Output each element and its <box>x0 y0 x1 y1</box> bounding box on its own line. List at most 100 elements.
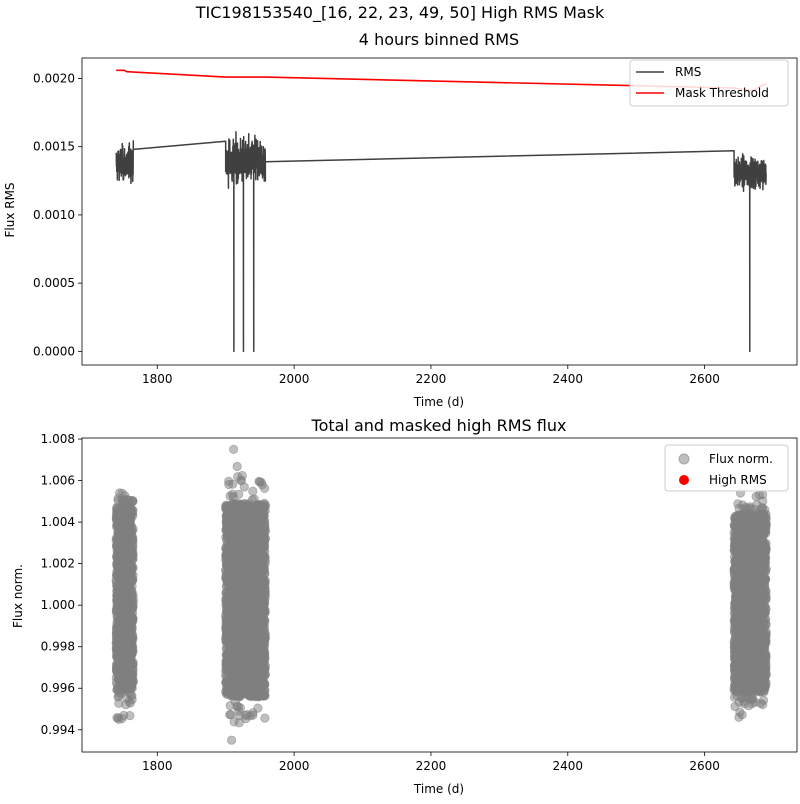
flux-point <box>239 634 247 642</box>
flux-point <box>258 555 266 563</box>
flux-point <box>222 666 230 674</box>
flux-point <box>247 691 255 699</box>
flux-point <box>226 520 234 528</box>
flux-point <box>224 550 232 558</box>
rms-panel-title: 4 hours binned RMS <box>359 30 519 49</box>
figure-suptitle: TIC198153540_[16, 22, 23, 49, 50] High R… <box>195 3 605 23</box>
flux-point <box>117 552 125 560</box>
rms-ytick-label: 0.0010 <box>33 208 75 222</box>
flux-point <box>126 711 134 719</box>
flux-point <box>224 570 232 578</box>
flux-point <box>233 568 241 576</box>
flux-point <box>229 493 237 501</box>
flux-point <box>127 612 135 620</box>
flux-cluster <box>112 489 137 724</box>
rms-ylabel: Flux RMS <box>3 182 17 237</box>
rms-xlabel: Time (d) <box>413 395 464 409</box>
flux-point <box>225 615 233 623</box>
flux-point <box>230 668 238 676</box>
flux-point <box>123 541 131 549</box>
flux-point <box>229 445 237 453</box>
flux-point <box>238 514 246 522</box>
flux-point <box>234 473 242 481</box>
flux-point <box>259 537 267 545</box>
flux-point <box>222 636 230 644</box>
rms-ytick-label: 0.0015 <box>33 140 75 154</box>
flux-point <box>226 681 234 689</box>
flux-point <box>228 586 236 594</box>
flux-point <box>243 568 251 576</box>
flux-point <box>125 677 133 685</box>
flux-point <box>254 704 262 712</box>
flux-point <box>261 686 269 694</box>
flux-point <box>129 595 137 603</box>
flux-point <box>227 736 235 744</box>
rms-legend-label-rms: RMS <box>675 65 701 79</box>
flux-point <box>123 694 131 702</box>
flux-point <box>119 663 127 671</box>
flux-point <box>248 496 256 504</box>
rms-xtick-label: 1800 <box>142 372 173 386</box>
flux-point <box>229 540 237 548</box>
flux-point <box>251 626 259 634</box>
flux-point <box>126 580 134 588</box>
flux-point <box>233 602 241 610</box>
flux-point <box>115 489 123 497</box>
flux-point <box>251 635 259 643</box>
flux-panel-title: Total and masked high RMS flux <box>311 416 567 435</box>
flux-point <box>258 481 266 489</box>
rms-legend: RMS Mask Threshold <box>630 60 788 106</box>
flux-point <box>127 550 135 558</box>
flux-point <box>124 629 132 637</box>
rms-legend-label-threshold: Mask Threshold <box>675 86 769 100</box>
flux-point <box>126 509 134 517</box>
flux-point <box>239 579 247 587</box>
flux-point <box>230 508 238 516</box>
flux-point <box>226 711 234 719</box>
flux-cluster <box>730 489 771 722</box>
flux-point <box>237 500 245 508</box>
flux-point <box>257 509 265 517</box>
flux-point <box>258 620 266 628</box>
rms-xtick-label: 2600 <box>689 372 720 386</box>
flux-point <box>249 487 257 495</box>
flux-point <box>258 648 266 656</box>
flux-point <box>116 597 124 605</box>
flux-point <box>241 546 249 554</box>
flux-point <box>250 670 258 678</box>
rms-xtick-label: 2400 <box>553 372 584 386</box>
rms-ytick-label: 0.0000 <box>33 344 75 358</box>
rms-ytick-label: 0.0020 <box>33 71 75 85</box>
flux-point <box>122 499 130 507</box>
flux-point <box>261 522 269 530</box>
flux-point <box>116 648 124 656</box>
flux-point <box>242 667 250 675</box>
flux-point <box>115 699 123 707</box>
flux-point <box>225 561 233 569</box>
rms-xtick-label: 2200 <box>416 372 447 386</box>
flux-point <box>259 677 267 685</box>
flux-point <box>229 480 237 488</box>
flux-point <box>233 462 241 470</box>
flux-point <box>222 600 230 608</box>
flux-point <box>259 607 267 615</box>
flux-point <box>249 711 257 719</box>
flux-point <box>114 496 122 504</box>
flux-point <box>129 658 137 666</box>
flux-point <box>240 483 248 491</box>
flux-point <box>233 702 241 710</box>
flux-point <box>124 650 132 658</box>
flux-point <box>242 560 250 568</box>
flux-point <box>119 533 127 541</box>
flux-point <box>253 528 261 536</box>
flux-point <box>231 635 239 643</box>
flux-point <box>255 576 263 584</box>
flux-point <box>259 565 267 573</box>
flux-point <box>237 616 245 624</box>
flux-point <box>116 620 124 628</box>
rms-xtick-label: 2000 <box>279 372 310 386</box>
flux-point <box>251 602 259 610</box>
flux-point <box>115 715 123 723</box>
flux-point <box>234 522 242 530</box>
